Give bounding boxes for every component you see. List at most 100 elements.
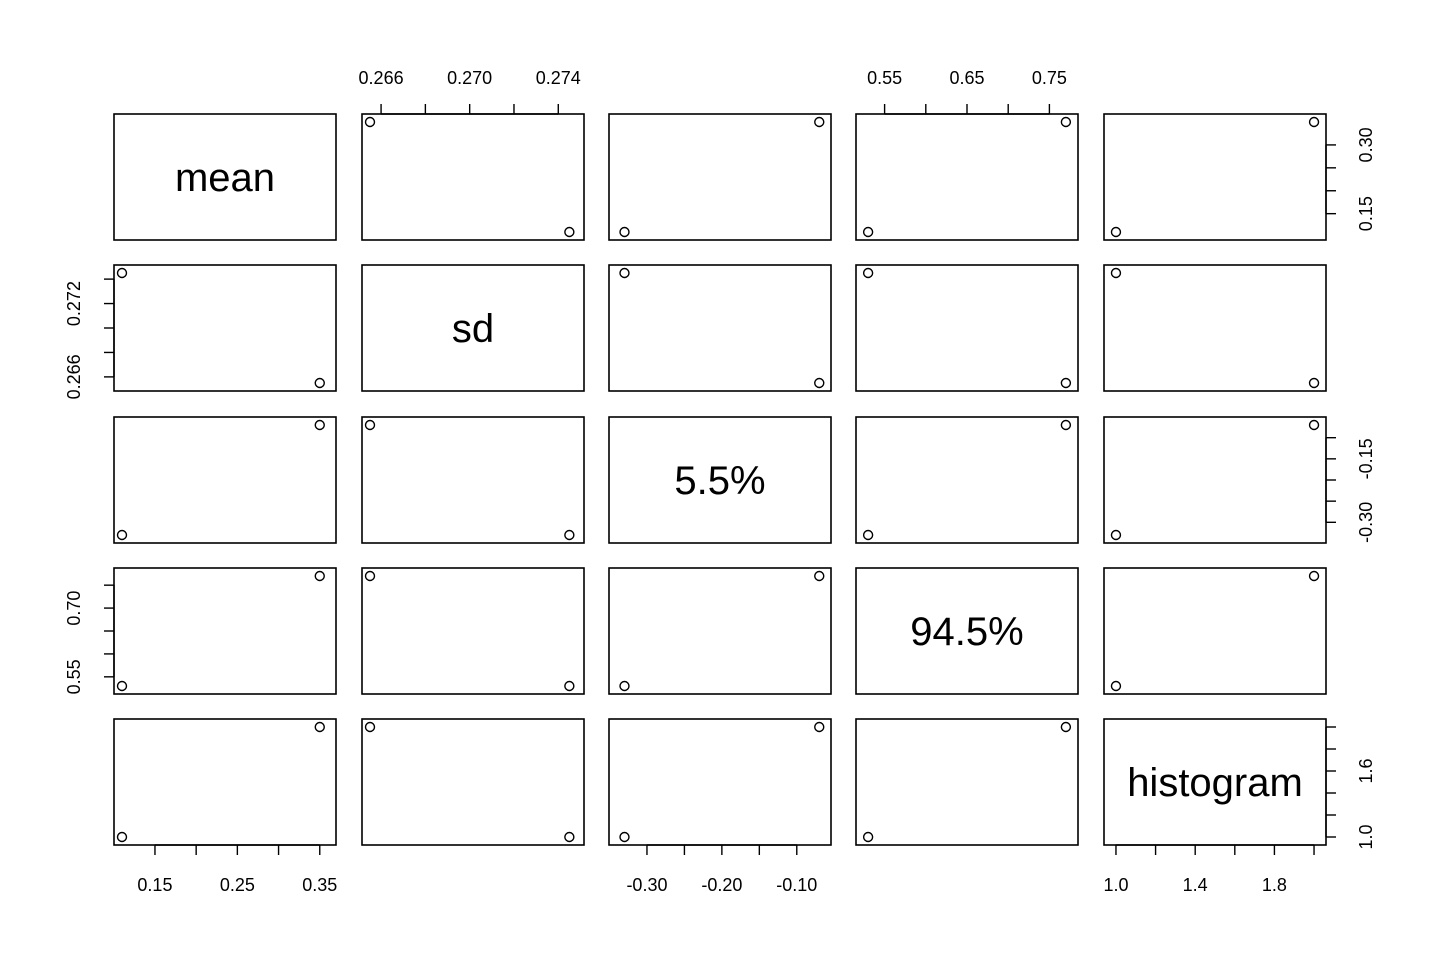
panel-frame <box>361 718 585 846</box>
data-point <box>1060 377 1072 389</box>
y-axis-sd: 0.266 0.272 <box>64 278 115 399</box>
x-axis-5_5pct: -0.30 -0.20 -0.10 <box>626 844 817 895</box>
panel-mean-vs-94_5pct <box>855 113 1079 241</box>
panel-frame <box>1103 264 1327 392</box>
data-point <box>814 570 825 582</box>
panel-frame <box>855 416 1079 544</box>
panel-94_5pct-vs-94_5pct: 94.5% <box>855 567 1079 695</box>
variable-label-histogram: histogram <box>1127 761 1303 805</box>
panel-frame <box>608 264 832 392</box>
x-axis-histogram: 1.0 1.4 1.8 <box>1103 844 1315 895</box>
tick-label: 1.8 <box>1262 875 1287 895</box>
panel-sd-vs-histogram <box>1103 264 1327 392</box>
data-point <box>1308 419 1320 431</box>
panel-frame <box>113 567 337 695</box>
data-point <box>564 831 575 843</box>
variable-label-94_5pct: 94.5% <box>910 610 1023 654</box>
data-point <box>1308 570 1320 582</box>
data-point <box>619 680 630 692</box>
panel-frame <box>1103 416 1327 544</box>
data-point <box>619 267 630 279</box>
tick-label: 0.270 <box>447 68 492 88</box>
data-point <box>564 226 575 238</box>
panel-94_5pct-vs-sd <box>361 567 585 695</box>
data-point <box>364 116 376 128</box>
data-point <box>862 226 874 238</box>
tick-label: 0.272 <box>64 281 84 326</box>
tick-label: 0.35 <box>302 875 337 895</box>
panel-mean-vs-sd <box>361 113 585 241</box>
data-point <box>862 267 874 279</box>
panel-frame <box>855 113 1079 241</box>
x-axis-94_5pct: 0.55 0.65 0.75 <box>867 68 1067 115</box>
data-point <box>314 570 325 582</box>
data-point <box>1110 680 1122 692</box>
panel-histogram-vs-histogram: histogram <box>1103 718 1327 846</box>
panel-mean-vs-mean: mean <box>113 113 337 241</box>
panel-94_5pct-vs-mean <box>113 567 337 695</box>
tick-label: -0.10 <box>776 875 817 895</box>
data-point <box>1060 419 1072 431</box>
panel-frame <box>1103 567 1327 695</box>
data-point <box>1308 116 1320 128</box>
panel-frame <box>361 416 585 544</box>
data-point <box>116 529 128 541</box>
data-point <box>1308 377 1320 389</box>
tick-label: 0.15 <box>137 875 172 895</box>
tick-label: 0.266 <box>359 68 404 88</box>
panel-94_5pct-vs-histogram <box>1103 567 1327 695</box>
panel-frame <box>608 416 832 544</box>
tick-label: 0.55 <box>64 659 84 694</box>
tick-label: 1.0 <box>1103 875 1128 895</box>
panel-5_5pct-vs-sd <box>361 416 585 544</box>
tick-label: 0.55 <box>867 68 902 88</box>
y-axis-histogram: 1.0 1.6 <box>1325 726 1376 850</box>
panel-histogram-vs-5_5pct <box>608 718 832 846</box>
tick-label: 0.70 <box>64 591 84 626</box>
data-point <box>364 721 376 733</box>
y-axis-5_5pct: -0.30 -0.15 <box>1325 436 1376 543</box>
y-axis-mean: 0.15 0.30 <box>1325 127 1376 231</box>
data-point <box>116 680 128 692</box>
data-point <box>1060 116 1072 128</box>
tick-label: -0.30 <box>1356 502 1376 543</box>
tick-label: -0.20 <box>701 875 742 895</box>
data-point <box>1110 529 1122 541</box>
data-point <box>564 529 575 541</box>
data-point <box>314 721 325 733</box>
data-point <box>814 721 825 733</box>
panel-94_5pct-vs-5_5pct <box>608 567 832 695</box>
tick-label: -0.15 <box>1356 438 1376 479</box>
data-point <box>1110 226 1122 238</box>
panel-sd-vs-94_5pct <box>855 264 1079 392</box>
panel-5_5pct-vs-histogram <box>1103 416 1327 544</box>
x-axis-mean: 0.15 0.25 0.35 <box>137 844 337 895</box>
x-axis-sd: 0.266 0.270 0.274 <box>359 68 581 115</box>
panel-mean-vs-histogram <box>1103 113 1327 241</box>
data-point <box>364 419 376 431</box>
panel-frame <box>855 264 1079 392</box>
tick-label: 0.266 <box>64 354 84 399</box>
panel-5_5pct-vs-mean <box>113 416 337 544</box>
panel-5_5pct-vs-5_5pct: 5.5% <box>608 416 832 544</box>
data-point <box>564 680 575 692</box>
data-point <box>116 267 128 279</box>
tick-label: 0.274 <box>536 68 581 88</box>
tick-label: 1.6 <box>1356 758 1376 783</box>
panel-mean-vs-5_5pct <box>608 113 832 241</box>
panel-frame <box>113 264 337 392</box>
data-point <box>314 419 325 431</box>
panel-sd-vs-mean <box>113 264 337 392</box>
panel-histogram-vs-mean <box>113 718 337 846</box>
panel-frame <box>855 718 1079 846</box>
panel-frame <box>361 567 585 695</box>
tick-label: 1.4 <box>1183 875 1208 895</box>
panel-frame <box>361 113 585 241</box>
data-point <box>1060 721 1072 733</box>
variable-label-mean: mean <box>175 156 275 200</box>
panel-frame <box>608 718 832 846</box>
panel-frame <box>855 567 1079 695</box>
panel-histogram-vs-sd <box>361 718 585 846</box>
tick-label: -0.30 <box>626 875 667 895</box>
tick-label: 0.30 <box>1356 127 1376 162</box>
